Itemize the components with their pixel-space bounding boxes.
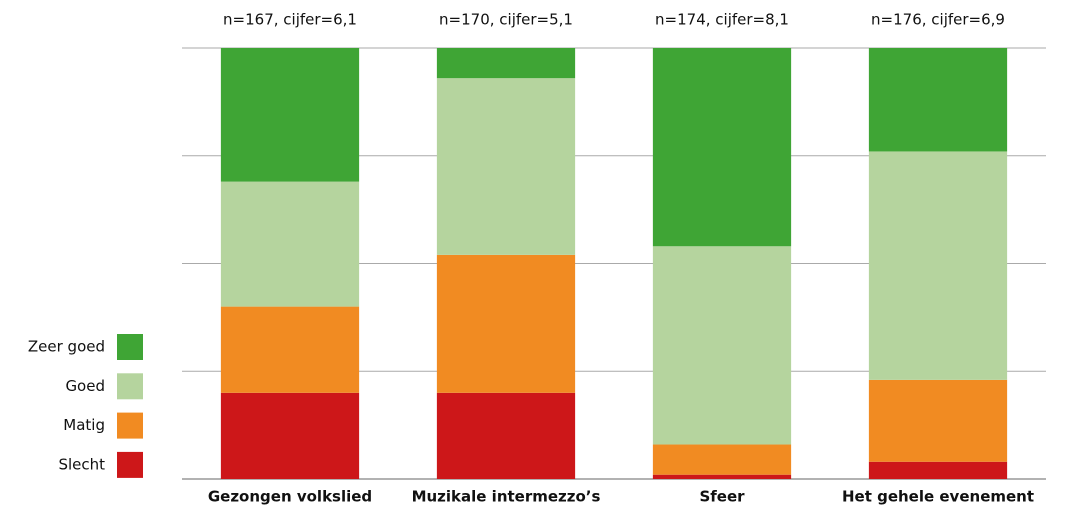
x-tick-label: Muzikale intermezzo’s — [412, 488, 601, 506]
annotation: n=174, cijfer=8,1 — [655, 11, 789, 29]
legend-swatch — [117, 412, 143, 439]
x-tick-label: Gezongen volkslied — [208, 488, 372, 506]
bar-segment — [436, 392, 576, 479]
bar-segment — [652, 246, 792, 445]
bar-segment — [652, 444, 792, 475]
bar-segment — [436, 48, 576, 79]
bar-segment — [868, 461, 1008, 479]
legend-swatch — [117, 373, 143, 400]
legend-label: Zeer goed — [28, 338, 105, 356]
bar-segment — [436, 78, 576, 255]
legend-swatch — [117, 451, 143, 478]
legend-swatch — [117, 334, 143, 360]
bar-segment — [220, 48, 360, 182]
bar-segment — [220, 392, 360, 479]
annotation: n=167, cijfer=6,1 — [223, 11, 357, 29]
bar-segment — [868, 151, 1008, 380]
bar-segment — [436, 254, 576, 393]
bar-segment — [868, 379, 1008, 462]
bar-segment — [220, 306, 360, 393]
annotation: n=170, cijfer=5,1 — [439, 11, 573, 29]
legend-label: Goed — [65, 377, 105, 395]
bar-segment — [220, 181, 360, 307]
bar-segment — [868, 48, 1008, 152]
x-tick-label: Sfeer — [699, 488, 745, 506]
legend-label: Slecht — [58, 455, 105, 473]
bar-segment — [652, 474, 792, 479]
annotation: n=176, cijfer=6,9 — [871, 11, 1005, 29]
bar-segment — [652, 48, 792, 247]
x-tick-label: Het gehele evenement — [842, 488, 1034, 506]
legend-label: Matig — [63, 416, 105, 434]
